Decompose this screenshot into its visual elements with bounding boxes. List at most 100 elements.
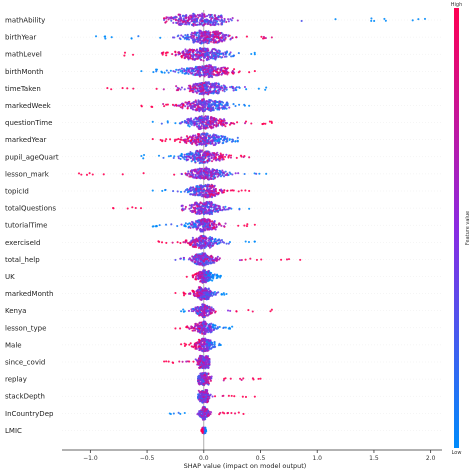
shap-point xyxy=(204,277,207,280)
shap-point xyxy=(208,227,211,230)
shap-point xyxy=(193,155,196,158)
shap-point xyxy=(203,328,206,331)
shap-point xyxy=(207,75,210,78)
shap-point xyxy=(202,225,206,228)
shap-point xyxy=(270,121,273,124)
shap-point xyxy=(200,36,203,39)
shap-point xyxy=(188,48,191,51)
shap-point xyxy=(121,173,124,176)
shap-point xyxy=(200,218,204,221)
shap-point xyxy=(221,171,224,174)
shap-point xyxy=(179,154,182,157)
shap-point xyxy=(270,36,273,39)
shap-point xyxy=(223,90,226,93)
shap-point xyxy=(229,86,232,89)
shap-point xyxy=(210,204,213,207)
shap-point xyxy=(188,152,192,156)
shap-point xyxy=(195,212,198,215)
shap-point xyxy=(233,68,236,71)
shap-point xyxy=(242,156,245,159)
shap-point xyxy=(198,322,201,325)
shap-point xyxy=(166,103,169,106)
shap-point xyxy=(203,21,206,24)
shap-point xyxy=(209,52,212,55)
shap-point xyxy=(140,104,143,107)
shap-point xyxy=(172,156,175,160)
shap-point xyxy=(232,103,235,106)
shap-point xyxy=(245,225,249,228)
shap-point xyxy=(190,102,193,105)
shap-point xyxy=(110,36,113,39)
shap-point xyxy=(209,57,212,60)
shap-point xyxy=(197,329,200,332)
shap-point xyxy=(203,23,206,26)
shap-point xyxy=(206,36,209,39)
shap-point xyxy=(85,173,89,176)
shap-point xyxy=(158,224,161,227)
shap-point xyxy=(216,326,219,329)
shap-point xyxy=(204,127,207,130)
shap-point xyxy=(207,81,210,84)
shap-point xyxy=(194,170,197,173)
shap-point xyxy=(204,177,207,180)
shap-point xyxy=(195,36,198,39)
shap-point xyxy=(211,67,214,70)
shap-point xyxy=(223,67,226,70)
shap-point xyxy=(159,36,162,39)
shap-point xyxy=(228,138,231,142)
shap-point xyxy=(219,31,222,35)
shap-point xyxy=(184,71,188,74)
shap-point xyxy=(191,57,194,60)
shap-point xyxy=(188,90,191,93)
shap-point xyxy=(198,205,201,208)
shap-point xyxy=(227,71,230,74)
shap-point xyxy=(205,125,208,128)
shap-point xyxy=(189,67,192,70)
shap-point xyxy=(176,190,179,193)
shap-point xyxy=(198,291,201,294)
shap-point xyxy=(260,35,263,38)
shap-point xyxy=(214,48,217,51)
shap-point xyxy=(211,135,214,138)
shap-point xyxy=(190,205,193,208)
shap-point xyxy=(219,207,222,210)
shap-point xyxy=(221,101,225,104)
shap-point xyxy=(207,328,210,331)
shap-point xyxy=(177,71,180,74)
shap-point xyxy=(226,73,229,76)
shap-point xyxy=(211,279,214,282)
shap-point xyxy=(417,18,420,21)
shap-point xyxy=(91,173,94,176)
shap-point xyxy=(210,156,213,159)
shap-point xyxy=(215,241,218,244)
shap-point xyxy=(199,201,202,204)
shap-point xyxy=(217,191,220,194)
shap-point xyxy=(167,18,170,21)
shap-point xyxy=(173,173,176,176)
shap-point xyxy=(161,53,164,56)
shap-point xyxy=(199,237,202,241)
shap-point xyxy=(209,40,213,43)
shap-point xyxy=(191,88,194,91)
shap-point xyxy=(200,143,203,146)
shap-point xyxy=(210,90,213,93)
shap-point xyxy=(225,292,228,296)
shap-point xyxy=(213,137,216,140)
shap-point xyxy=(195,140,198,143)
shap-point xyxy=(163,71,166,74)
shap-point xyxy=(175,85,178,88)
shap-point xyxy=(140,70,143,73)
shap-point xyxy=(165,16,168,19)
shap-point xyxy=(265,86,268,89)
shap-point xyxy=(195,31,198,35)
shap-point xyxy=(121,87,124,90)
shap-point xyxy=(423,17,427,20)
shap-point xyxy=(206,175,209,178)
shap-point xyxy=(251,310,254,313)
shap-point xyxy=(184,222,187,225)
shap-point xyxy=(184,225,187,228)
shap-point xyxy=(190,16,193,19)
shap-point xyxy=(210,127,213,130)
shap-point xyxy=(203,201,206,204)
shap-point xyxy=(206,49,209,52)
